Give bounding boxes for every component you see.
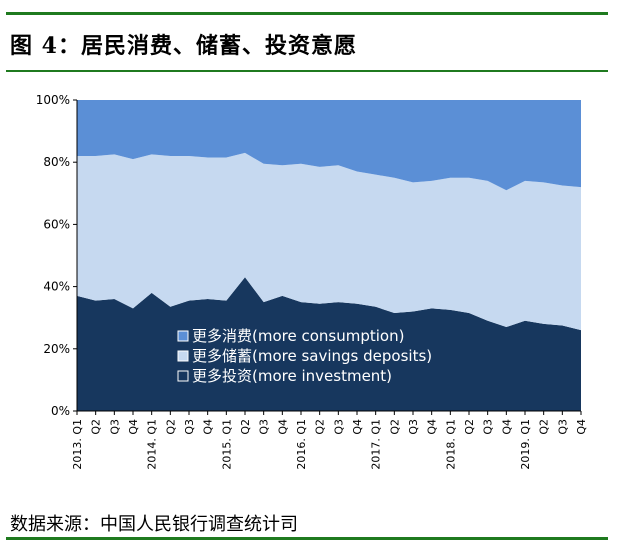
y-tick-label: 100%	[36, 93, 70, 107]
x-tick-label: Q2	[463, 419, 476, 435]
x-tick-label: Q4	[575, 419, 588, 435]
area-investment	[77, 277, 581, 411]
legend-swatch	[177, 330, 189, 342]
x-tick-label: Q4	[276, 419, 289, 435]
y-tick-label: 40%	[43, 280, 70, 294]
legend-swatch	[177, 370, 189, 382]
x-tick-label: Q3	[556, 419, 569, 435]
title-rule	[6, 70, 608, 72]
legend-label: 更多消费(more consumption)	[192, 327, 404, 345]
y-tick-label: 0%	[51, 404, 70, 418]
x-tick-label: Q3	[332, 419, 345, 435]
x-tick-label: Q3	[258, 419, 271, 435]
x-tick-label: 2015. Q1	[220, 419, 233, 470]
legend-swatch	[177, 350, 189, 362]
x-tick-label: Q4	[127, 419, 140, 435]
x-tick-label: 2016. Q1	[295, 419, 308, 470]
x-tick-label: Q3	[183, 419, 196, 435]
axes-group: 0% 20% 40% 60% 80% 100% 2013. Q1 Q2 Q3 Q4 2014. Q1…	[36, 93, 588, 470]
x-tick-label: Q2	[538, 419, 551, 435]
x-tick-label: Q3	[108, 419, 121, 435]
legend: 更多消费(more consumption) 更多储蓄(more savings …	[177, 327, 432, 385]
x-tick-label: 2019. Q1	[519, 419, 532, 470]
x-tick-label: Q2	[164, 419, 177, 435]
area-consumption	[77, 100, 581, 191]
x-tick-label: 2018. Q1	[444, 419, 457, 470]
x-tick-label: Q3	[482, 419, 495, 435]
source-note: 数据来源：中国人民银行调查统计司	[10, 514, 298, 535]
x-tick-label: Q4	[500, 419, 513, 435]
stacked-area-chart: 0% 20% 40% 60% 80% 100% 2013. Q1 Q2 Q3 Q4 2014. Q1…	[36, 93, 588, 470]
x-tick-label: Q4	[426, 419, 439, 435]
x-tick-label: 2014. Q1	[146, 419, 159, 470]
x-tick-label: Q3	[407, 419, 420, 435]
x-tick-label: Q4	[351, 419, 364, 435]
legend-label: 更多投资(more investment)	[192, 367, 392, 385]
x-tick-label: Q2	[90, 419, 103, 435]
top-rule	[6, 12, 608, 15]
area-series-group	[77, 100, 581, 411]
figure-title: 图 4：居民消费、储蓄、投资意愿	[10, 33, 357, 59]
x-tick-label: Q4	[202, 419, 215, 435]
legend-label: 更多储蓄(more savings deposits)	[192, 347, 432, 365]
x-tick-label: Q2	[239, 419, 252, 435]
y-tick-label: 80%	[43, 155, 70, 169]
y-tick-label: 20%	[43, 342, 70, 356]
x-tick-label: Q2	[314, 419, 327, 435]
x-tick-label: 2013. Q1	[71, 419, 84, 470]
area-savings	[77, 152, 581, 331]
bottom-rule	[6, 537, 608, 540]
x-tick-label: Q2	[388, 419, 401, 435]
y-tick-label: 60%	[43, 217, 70, 231]
x-tick-label: 2017. Q1	[370, 419, 383, 470]
